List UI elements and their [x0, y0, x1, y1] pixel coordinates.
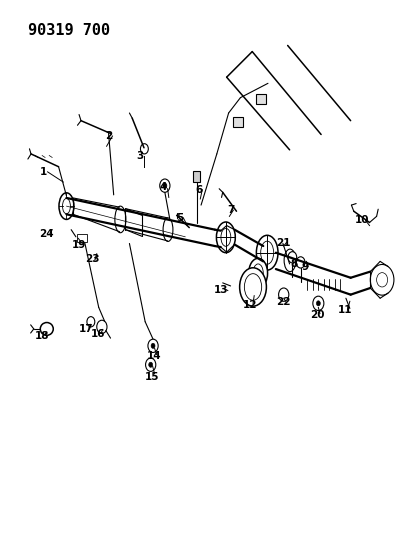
Text: 24: 24: [39, 229, 54, 239]
Text: 6: 6: [195, 185, 202, 195]
Circle shape: [162, 183, 166, 188]
Circle shape: [87, 317, 94, 327]
Circle shape: [296, 257, 304, 268]
Ellipse shape: [256, 235, 277, 270]
Text: 5: 5: [175, 213, 182, 223]
Text: 12: 12: [243, 300, 257, 310]
Text: 7: 7: [226, 205, 234, 215]
Text: 23: 23: [85, 254, 100, 264]
Ellipse shape: [239, 268, 266, 306]
Ellipse shape: [248, 259, 267, 288]
Text: 10: 10: [354, 215, 369, 225]
FancyBboxPatch shape: [77, 235, 87, 242]
Text: 22: 22: [275, 297, 290, 308]
Text: 19: 19: [72, 240, 86, 250]
Text: 16: 16: [90, 329, 105, 339]
Circle shape: [148, 339, 158, 352]
Text: 2: 2: [105, 131, 112, 141]
Circle shape: [151, 343, 155, 349]
Text: 4: 4: [160, 182, 167, 192]
Text: 90319 700: 90319 700: [28, 23, 110, 38]
Circle shape: [288, 252, 296, 263]
Text: 13: 13: [213, 285, 227, 295]
FancyBboxPatch shape: [233, 117, 242, 127]
Text: 17: 17: [79, 324, 93, 334]
Text: 21: 21: [276, 238, 290, 248]
Circle shape: [148, 362, 152, 367]
Text: 20: 20: [309, 310, 324, 320]
Text: 14: 14: [146, 351, 161, 361]
FancyBboxPatch shape: [256, 94, 265, 104]
Text: 18: 18: [34, 330, 49, 341]
Text: 8: 8: [289, 259, 297, 269]
Circle shape: [369, 264, 393, 295]
Circle shape: [316, 301, 319, 306]
Text: 1: 1: [40, 167, 47, 177]
Text: 15: 15: [144, 372, 159, 382]
Ellipse shape: [216, 222, 235, 253]
Text: 3: 3: [136, 151, 143, 161]
Text: 11: 11: [337, 305, 351, 315]
Circle shape: [312, 296, 323, 311]
Text: 9: 9: [301, 262, 308, 271]
Circle shape: [145, 358, 155, 372]
Circle shape: [97, 320, 107, 334]
FancyBboxPatch shape: [193, 171, 200, 182]
